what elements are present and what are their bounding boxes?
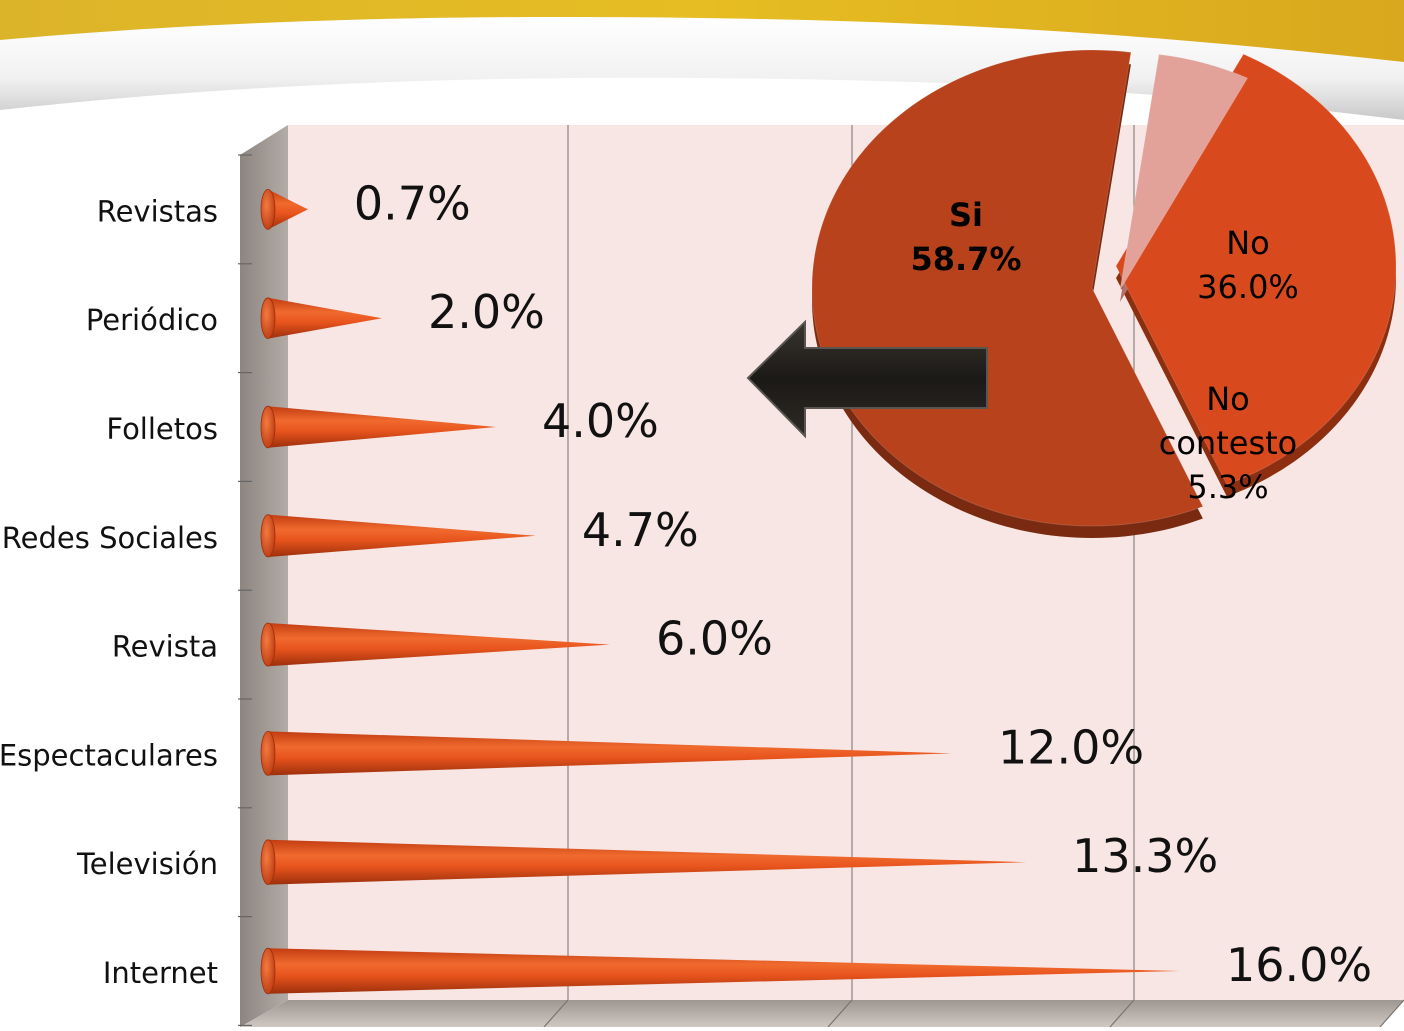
category-label: Folletos bbox=[106, 412, 218, 446]
bar-series bbox=[260, 188, 1180, 995]
category-labels: Revistas Periódico Folletos Redes Sociales R… bbox=[0, 194, 218, 990]
category-label: Periódico bbox=[86, 303, 218, 337]
bar-cone bbox=[268, 948, 1180, 994]
pie-slice bbox=[1119, 53, 1249, 291]
bar-cone bbox=[268, 839, 1027, 885]
bar-cone-base bbox=[260, 622, 276, 667]
value-label: 4.0% bbox=[542, 394, 659, 448]
gridline-floor bbox=[1109, 999, 1135, 1028]
bar-cone bbox=[268, 297, 382, 339]
value-label: 13.3% bbox=[1072, 829, 1218, 883]
bar-cone-base bbox=[260, 839, 276, 885]
category-label: Internet bbox=[103, 956, 218, 990]
bar-cone bbox=[268, 731, 952, 776]
pie-label: Si bbox=[949, 196, 983, 234]
category-label: Espectaculares bbox=[0, 738, 218, 772]
category-label: Revistas bbox=[97, 194, 218, 228]
category-label: Redes Sociales bbox=[2, 521, 218, 555]
pointer-arrow-icon bbox=[746, 319, 988, 439]
gridline-floor bbox=[827, 999, 853, 1028]
value-label: 4.7% bbox=[582, 503, 699, 557]
value-label: 6.0% bbox=[656, 612, 773, 666]
category-label: Revista bbox=[112, 630, 218, 664]
pie-label: 36.0% bbox=[1197, 268, 1299, 306]
pie-chart: Si 58.7% No 36.0% No contesto 5.3% bbox=[811, 49, 1397, 538]
pie-label: 58.7% bbox=[910, 240, 1021, 278]
bar-cone-base bbox=[260, 405, 276, 449]
value-labels: 0.7% 2.0% 4.0% 4.7% 6.0% 12.0% 13.3% 16.0% bbox=[354, 176, 1372, 992]
bar-cone-base bbox=[260, 731, 276, 776]
value-label: 16.0% bbox=[1226, 938, 1372, 992]
pie-label: 5.3% bbox=[1187, 468, 1268, 506]
gridline-floor bbox=[543, 999, 569, 1028]
gridline-floor bbox=[1379, 999, 1404, 1028]
bar-cone bbox=[268, 514, 536, 557]
bar-cone-base bbox=[260, 188, 276, 230]
bar-cone-base bbox=[260, 947, 276, 995]
header-banner bbox=[0, 0, 1404, 121]
value-label: 2.0% bbox=[428, 285, 545, 339]
plot-area bbox=[240, 125, 1404, 1027]
plot-floor bbox=[240, 1000, 1404, 1027]
bar-cone bbox=[268, 623, 610, 667]
bar-cone bbox=[268, 406, 496, 448]
plot-side-wall bbox=[240, 125, 288, 1027]
bar-cone-base bbox=[260, 514, 276, 558]
bar-cone bbox=[268, 189, 308, 230]
pie-label: No bbox=[1206, 380, 1250, 418]
category-ticks bbox=[238, 154, 252, 1027]
pie-label: No bbox=[1226, 224, 1270, 262]
category-label: Televisión bbox=[76, 847, 218, 881]
bar-cone-base bbox=[260, 297, 276, 340]
pie-label: contesto bbox=[1159, 424, 1297, 462]
value-label: 0.7% bbox=[354, 176, 471, 230]
value-label: 12.0% bbox=[998, 720, 1144, 774]
plot-back-wall bbox=[288, 125, 1404, 1000]
